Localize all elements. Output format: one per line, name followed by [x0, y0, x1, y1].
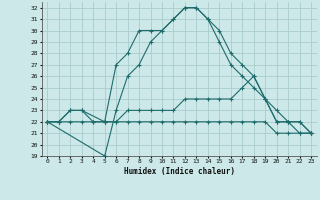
- X-axis label: Humidex (Indice chaleur): Humidex (Indice chaleur): [124, 167, 235, 176]
